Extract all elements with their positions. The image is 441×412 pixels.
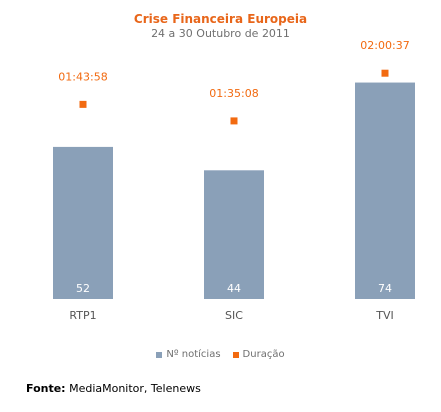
legend-label-noticias: Nº notícias	[166, 349, 221, 360]
legend-swatch-noticias	[156, 351, 163, 358]
source-label: Fonte:	[26, 382, 66, 395]
chart-legend: Nº notícias Duração	[0, 349, 441, 360]
x-tick-label: SIC	[225, 309, 243, 322]
legend-item-duracao: Duração	[232, 349, 285, 360]
bar-value-label: 74	[378, 282, 392, 295]
bar-value-label: 52	[76, 282, 90, 295]
legend-swatch-duracao	[232, 351, 239, 358]
chart-subtitle: 24 a 30 Outubro de 2011	[151, 27, 290, 40]
bar-sic	[204, 170, 264, 299]
x-tick-label: TVI	[375, 309, 394, 322]
duration-label: 01:43:58	[58, 70, 107, 83]
legend-item-noticias: Nº notícias	[156, 349, 221, 360]
duration-point-rtp1	[79, 100, 87, 108]
chart-title: Crise Financeira Europeia	[133, 12, 308, 26]
bar-tvi	[355, 82, 415, 299]
x-tick-label: RTP1	[69, 309, 96, 322]
duration-point-tvi	[381, 69, 389, 77]
duration-label: 02:00:37	[360, 39, 409, 52]
duration-point-sic	[230, 117, 238, 125]
bar-value-label: 44	[227, 282, 241, 295]
source-note: Fonte: MediaMonitor, Telenews	[26, 382, 201, 395]
duration-label: 01:35:08	[209, 87, 258, 100]
source-text: MediaMonitor, Telenews	[65, 382, 201, 395]
bar-rtp1	[53, 146, 113, 299]
legend-label-duracao: Duração	[242, 349, 285, 360]
